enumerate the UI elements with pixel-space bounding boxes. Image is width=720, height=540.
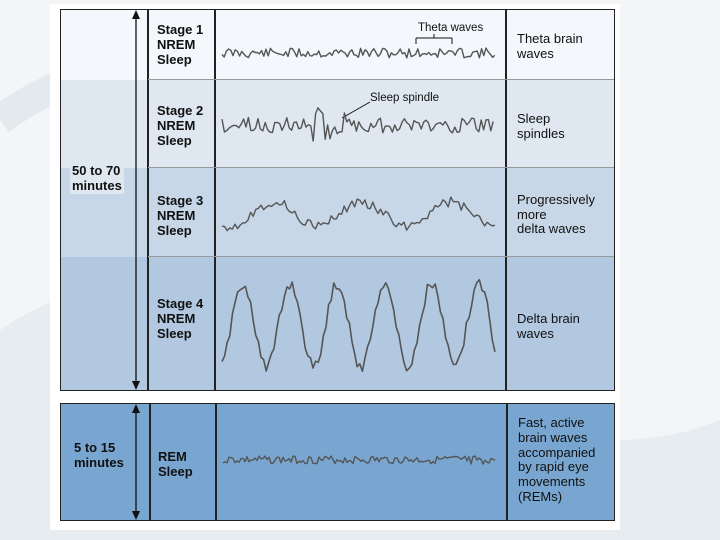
stage4-wave [221, 278, 496, 373]
stage2-description: Sleep spindles [517, 111, 565, 141]
bottom-panel-frame [60, 403, 615, 521]
stage2-wave [221, 107, 494, 142]
sleep-spindle-annotation: Sleep spindle [370, 92, 440, 104]
eeg-trace [222, 455, 496, 465]
rem-label: REM Sleep [158, 449, 193, 479]
spindle-pointer [341, 101, 371, 119]
theta-bracket [415, 34, 453, 44]
stage1-description: Theta brain waves [517, 31, 583, 61]
stage4-label: Stage 4 NREM Sleep [157, 296, 204, 341]
eeg-trace [221, 107, 494, 142]
divider [149, 404, 151, 520]
top-duration-label: 50 to 70 minutes [70, 162, 124, 194]
stage4-description: Delta brain waves [517, 311, 580, 341]
row-stage2-bg [61, 80, 614, 168]
rem-wave [222, 455, 496, 465]
row-stage1-bg [61, 10, 614, 80]
stage2-label: Stage 2 NREM Sleep [157, 103, 204, 148]
rem-description: Fast, active brain waves accompanied by … [518, 415, 596, 504]
divider [148, 167, 614, 168]
stage1-wave [221, 47, 496, 59]
divider [505, 10, 507, 390]
row-stage4-bg [61, 257, 614, 390]
duration-arrow-top [132, 10, 140, 390]
theta-waves-annotation: Theta waves [418, 22, 484, 34]
divider [506, 404, 508, 520]
bottom-duration-label: 5 to 15 minutes [74, 440, 124, 470]
divider [148, 256, 614, 257]
row-stage3-bg [61, 168, 614, 257]
stage3-description: Progressively more delta waves [517, 192, 596, 236]
eeg-trace [221, 278, 496, 373]
divider [148, 79, 614, 80]
duration-arrow-bottom [132, 404, 140, 520]
divider [147, 10, 149, 390]
divider [214, 10, 216, 390]
top-panel-frame [60, 9, 615, 391]
divider [215, 404, 217, 520]
stage3-label: Stage 3 NREM Sleep [157, 193, 204, 238]
stage1-label: Stage 1 NREM Sleep [157, 22, 204, 67]
eeg-trace [221, 196, 496, 232]
eeg-trace [221, 47, 496, 59]
stage3-wave [221, 196, 496, 232]
